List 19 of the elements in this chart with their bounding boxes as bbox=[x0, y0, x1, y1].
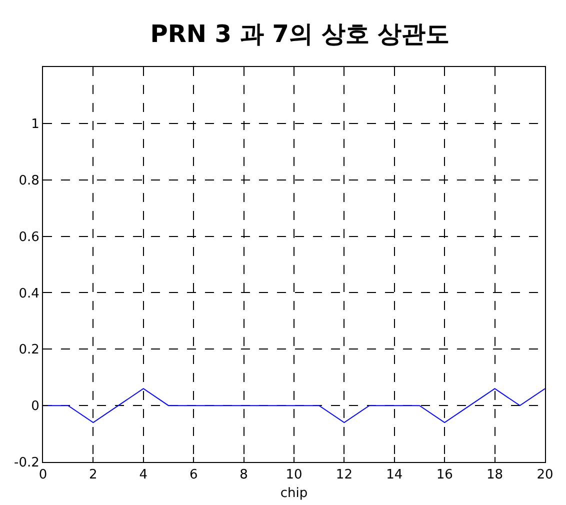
x-tick-label: 16 bbox=[436, 468, 453, 483]
x-tick-label: 14 bbox=[386, 468, 403, 483]
y-tick-label: 0.6 bbox=[18, 230, 40, 245]
y-tick-label: 0.2 bbox=[18, 342, 40, 358]
y-tick-label: 0 bbox=[31, 399, 40, 414]
x-tick-label: 12 bbox=[336, 468, 352, 483]
x-tick-label: 8 bbox=[240, 468, 248, 483]
y-tick-label: 0.4 bbox=[18, 286, 40, 302]
x-tick-label: 18 bbox=[486, 468, 504, 483]
x-tick-label: 6 bbox=[189, 468, 198, 483]
x-tick-label: 20 bbox=[536, 468, 554, 483]
x-tick-label: 4 bbox=[139, 468, 148, 483]
chart-title: PRN 3 과 7의 상호 상관도 bbox=[150, 20, 450, 48]
y-tick-label: 1 bbox=[31, 116, 40, 132]
x-axis-title: chip bbox=[280, 486, 308, 502]
y-tick-label: -0.2 bbox=[14, 456, 40, 471]
y-tick-label: 0.8 bbox=[18, 173, 40, 188]
x-tick-label: 10 bbox=[286, 468, 302, 483]
x-tick-label: 2 bbox=[89, 468, 98, 483]
